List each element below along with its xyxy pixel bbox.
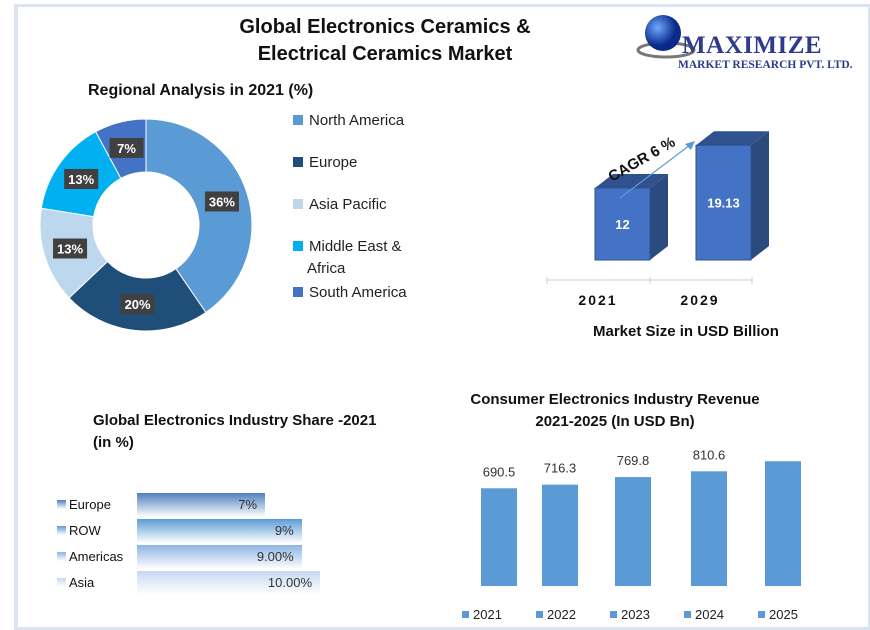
category-label: ROW: [69, 523, 101, 538]
legend-swatch: [57, 500, 66, 509]
share-bar-label: 9%: [274, 523, 294, 538]
market-size-xlabel: Market Size in USD Billion: [593, 323, 779, 340]
bar: [594, 187, 651, 261]
share-bar: 7%: [137, 493, 266, 517]
slice-label-box: [109, 137, 144, 158]
legend-swatch: [293, 199, 303, 209]
legend-item: Africa: [293, 258, 345, 280]
slice-label: 36%: [209, 195, 235, 210]
page-title: Global Electronics Ceramics & Electrical …: [200, 14, 570, 68]
share-bar: 10.00%: [137, 571, 320, 595]
slice-label: 13%: [68, 172, 94, 187]
revenue-title: Consumer Electronics Industry Revenue 202…: [450, 389, 780, 433]
legend-label: Africa: [307, 260, 346, 277]
x-tick-label: 2021: [578, 292, 617, 308]
legend-label: Asia Pacific: [309, 196, 387, 213]
bar-top: [595, 174, 668, 188]
share-bar-label: 9.00%: [256, 549, 294, 564]
legend-swatch: [293, 157, 303, 167]
slice-label: 13%: [57, 241, 83, 256]
legend-swatch: [758, 611, 765, 618]
slice-label-box: [64, 168, 99, 189]
cagr-arrow: [619, 144, 691, 199]
legend-swatch: [293, 241, 303, 251]
title-line-1: Global Electronics Ceramics &: [239, 16, 531, 38]
legend-swatch: [610, 611, 617, 618]
bar-value-label: 19.13: [707, 196, 740, 211]
revenue-title-line-2: 2021-2025 (In USD Bn): [535, 413, 695, 430]
share-bar: 9.00%: [137, 545, 302, 569]
category-label: Asia: [69, 575, 95, 590]
revenue-title-line-1: Consumer Electronics Industry Revenue: [470, 391, 760, 408]
globe-logo-icon: [636, 15, 696, 59]
legend-swatch: [536, 611, 543, 618]
revenue-value-label: 881.7: [767, 450, 800, 452]
share-title-line-1: Global Electronics Industry Share -2021: [93, 412, 377, 429]
revenue-bar: [481, 488, 517, 586]
share-title: Global Electronics Industry Share -2021 (…: [93, 410, 376, 454]
bar: [695, 144, 752, 261]
slice-label: 20%: [125, 297, 151, 312]
revenue-value-label: 769.8: [617, 453, 650, 468]
category-label: Europe: [69, 497, 111, 512]
revenue-chart: 690.5 2021 716.3 2022 769.8 2023 810.6 2024 881.…: [462, 450, 801, 622]
bar-top: [696, 131, 769, 146]
cagr-arrowhead: [685, 141, 695, 150]
slice-label-box: [120, 294, 155, 315]
revenue-bar: [542, 484, 578, 586]
share-category: Americas: [57, 549, 123, 564]
legend-label: Middle East &: [309, 238, 402, 255]
legend-swatch: [293, 287, 303, 297]
x-tick-label: 2029: [680, 292, 719, 308]
share-bar-label: 7%: [238, 497, 258, 512]
share-title-line-2: (in %): [93, 434, 134, 451]
revenue-bar: [615, 477, 651, 586]
legend-label: North America: [309, 112, 405, 129]
legend-label: Europe: [309, 154, 358, 171]
share-bar: 9%: [137, 519, 302, 543]
revenue-bar: [765, 461, 801, 586]
legend-label: 2021: [473, 607, 502, 622]
legend-swatch: [292, 263, 301, 273]
share-category: Europe: [57, 497, 111, 512]
bar-side: [650, 174, 668, 260]
legend-swatch: [684, 611, 691, 618]
revenue-bar: [691, 471, 727, 586]
share-bar-label: 10.00%: [267, 575, 312, 590]
legend-swatch: [293, 115, 303, 125]
share-category: Asia: [57, 575, 94, 590]
slice-label: 7%: [117, 141, 136, 156]
legend-label: 2025: [769, 607, 798, 622]
revenue-value-label: 716.3: [544, 461, 577, 476]
revenue-value-label: 690.5: [483, 464, 516, 479]
revenue-value-label: 810.6: [693, 450, 726, 462]
legend-swatch: [57, 552, 66, 561]
legend-item: North America: [293, 110, 404, 132]
share-category: ROW: [57, 523, 101, 538]
legend-item: South America: [293, 282, 407, 304]
donut-title: Regional Analysis in 2021 (%): [88, 82, 314, 99]
slice-label-box: [53, 238, 88, 259]
frame: [14, 4, 870, 630]
legend-label: 2022: [547, 607, 576, 622]
legend-item: Europe: [293, 152, 357, 174]
logo-name: MAXIMIZE: [682, 32, 823, 59]
logo-subtitle: MARKET RESEARCH PVT. LTD.: [678, 59, 853, 71]
slice-label-box: [204, 191, 239, 212]
bar-value-label: 12: [615, 217, 629, 232]
bar-side: [751, 131, 769, 260]
legend-label: South America: [309, 284, 407, 301]
legend-item: Middle East &: [293, 236, 402, 258]
legend-swatch: [57, 526, 66, 535]
category-label: Americas: [69, 549, 124, 564]
donut-slice: [145, 118, 253, 314]
legend-swatch: [462, 611, 469, 618]
legend-item: Asia Pacific: [293, 194, 387, 216]
legend-label: 2023: [621, 607, 650, 622]
donut-chart: 36% 20% 13% 13% 7%: [39, 118, 253, 332]
title-line-2: Electrical Ceramics Market: [257, 43, 513, 65]
legend-swatch: [57, 578, 66, 587]
legend-label: 2024: [695, 607, 724, 622]
